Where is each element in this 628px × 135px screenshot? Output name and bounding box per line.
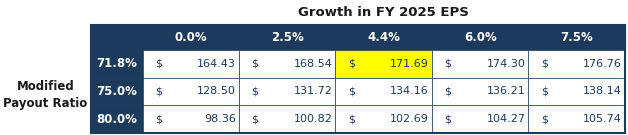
Text: $: $ bbox=[348, 86, 355, 97]
Bar bbox=[528, 78, 625, 105]
Bar bbox=[432, 78, 528, 105]
Text: $: $ bbox=[252, 114, 259, 124]
Text: 100.82: 100.82 bbox=[294, 114, 333, 124]
Text: $: $ bbox=[155, 59, 162, 69]
Text: 2.5%: 2.5% bbox=[271, 31, 303, 44]
Bar bbox=[432, 50, 528, 78]
Bar bbox=[91, 78, 143, 105]
Text: 134.16: 134.16 bbox=[390, 86, 429, 97]
Text: 104.27: 104.27 bbox=[487, 114, 526, 124]
Bar bbox=[335, 50, 432, 78]
Text: $: $ bbox=[348, 59, 355, 69]
Bar bbox=[91, 25, 625, 50]
Text: $: $ bbox=[541, 86, 548, 97]
Bar bbox=[528, 50, 625, 78]
Bar bbox=[91, 50, 143, 78]
Bar bbox=[143, 78, 239, 105]
Bar bbox=[239, 105, 335, 133]
Text: Modified: Modified bbox=[17, 80, 74, 93]
Text: 138.14: 138.14 bbox=[583, 86, 622, 97]
Text: 102.69: 102.69 bbox=[390, 114, 429, 124]
Text: 136.21: 136.21 bbox=[487, 86, 526, 97]
Text: 105.74: 105.74 bbox=[583, 114, 622, 124]
Bar bbox=[335, 105, 432, 133]
Text: 176.76: 176.76 bbox=[583, 59, 622, 69]
Text: $: $ bbox=[445, 59, 452, 69]
Text: 75.0%: 75.0% bbox=[96, 85, 138, 98]
Text: 71.8%: 71.8% bbox=[96, 57, 138, 70]
Text: 4.4%: 4.4% bbox=[367, 31, 400, 44]
Text: $: $ bbox=[348, 114, 355, 124]
Bar bbox=[91, 105, 143, 133]
Bar bbox=[143, 50, 239, 78]
Text: 174.30: 174.30 bbox=[487, 59, 526, 69]
Bar bbox=[432, 105, 528, 133]
Text: $: $ bbox=[445, 114, 452, 124]
Text: $: $ bbox=[445, 86, 452, 97]
Bar bbox=[239, 50, 335, 78]
Bar bbox=[143, 105, 239, 133]
Text: $: $ bbox=[155, 86, 162, 97]
Bar bbox=[91, 25, 625, 133]
Bar bbox=[528, 105, 625, 133]
Text: 98.36: 98.36 bbox=[204, 114, 236, 124]
Text: $: $ bbox=[252, 86, 259, 97]
Text: 80.0%: 80.0% bbox=[96, 113, 138, 126]
Text: Growth in FY 2025 EPS: Growth in FY 2025 EPS bbox=[298, 6, 469, 19]
Text: 128.50: 128.50 bbox=[197, 86, 236, 97]
Text: 131.72: 131.72 bbox=[294, 86, 333, 97]
Text: $: $ bbox=[252, 59, 259, 69]
Text: 6.0%: 6.0% bbox=[464, 31, 497, 44]
Text: 0.0%: 0.0% bbox=[175, 31, 207, 44]
Bar bbox=[335, 78, 432, 105]
Text: Payout Ratio: Payout Ratio bbox=[3, 97, 88, 110]
Text: $: $ bbox=[155, 114, 162, 124]
Text: $: $ bbox=[541, 59, 548, 69]
Text: 171.69: 171.69 bbox=[390, 59, 429, 69]
Text: 164.43: 164.43 bbox=[197, 59, 236, 69]
Text: 7.5%: 7.5% bbox=[560, 31, 593, 44]
Text: 168.54: 168.54 bbox=[294, 59, 333, 69]
Bar bbox=[239, 78, 335, 105]
Text: $: $ bbox=[541, 114, 548, 124]
